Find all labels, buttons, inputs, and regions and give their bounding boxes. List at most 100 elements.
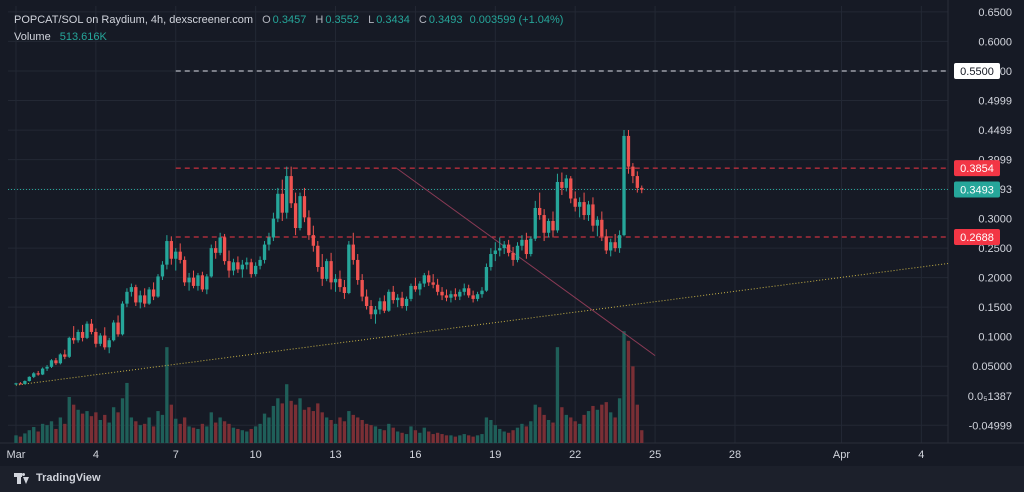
candle-body bbox=[253, 265, 258, 275]
volume-row: Volume 513.616K bbox=[14, 29, 563, 46]
candle-body bbox=[351, 244, 355, 260]
x-tick-label: Mar bbox=[7, 449, 26, 461]
candle-body bbox=[409, 285, 413, 299]
volume-bar bbox=[151, 426, 156, 443]
candle-body bbox=[249, 262, 253, 275]
volume-bar bbox=[205, 426, 209, 443]
price-chart[interactable]: 0.65000.60000.55000.49990.44990.39990.34… bbox=[0, 0, 1024, 466]
volume-bar bbox=[347, 411, 351, 443]
close-key: C bbox=[418, 14, 427, 26]
candle-body bbox=[324, 261, 329, 279]
candle-body bbox=[67, 337, 71, 357]
volume-bar bbox=[533, 404, 537, 443]
candle-body bbox=[471, 295, 475, 299]
volume-bar bbox=[524, 426, 529, 443]
candle-body bbox=[320, 267, 324, 279]
tradingview-brand: TradingView bbox=[36, 472, 101, 484]
candle-body bbox=[640, 187, 644, 190]
volume-bar bbox=[276, 398, 280, 443]
volume-bar bbox=[240, 430, 244, 443]
volume-bar bbox=[600, 404, 604, 443]
candle-body bbox=[422, 275, 426, 284]
volume-bar bbox=[160, 414, 165, 443]
candle-body bbox=[258, 259, 262, 266]
volume-bar bbox=[214, 422, 218, 443]
candle-body bbox=[506, 244, 511, 253]
volume-bar bbox=[573, 421, 577, 443]
volume-bar bbox=[293, 404, 298, 443]
candle-body bbox=[631, 166, 635, 177]
y-tick-label: 0.6500 bbox=[978, 7, 1012, 19]
volume-bar bbox=[529, 421, 533, 443]
volume-bar bbox=[400, 432, 404, 443]
x-tick-label: Apr bbox=[833, 449, 850, 461]
candle-body bbox=[205, 276, 209, 290]
candle-body bbox=[524, 239, 529, 255]
candle-body bbox=[289, 176, 293, 204]
volume-bar bbox=[302, 409, 307, 443]
volume-bar bbox=[498, 428, 502, 443]
volume-bar bbox=[289, 400, 293, 443]
volume-bar bbox=[76, 409, 80, 443]
volume-bar bbox=[471, 436, 475, 443]
volume-bar bbox=[613, 417, 617, 443]
price-label: 0.3854 bbox=[960, 163, 994, 175]
candle-body bbox=[134, 287, 138, 303]
candle-body bbox=[453, 294, 458, 297]
volume-bar bbox=[134, 421, 138, 443]
candle-body bbox=[49, 360, 54, 367]
volume-bar bbox=[413, 430, 418, 443]
volume-bar bbox=[373, 426, 378, 443]
volume-bar bbox=[116, 412, 120, 443]
price-label: 0.3493 bbox=[960, 184, 994, 196]
volume-bar bbox=[595, 409, 600, 443]
volume-bar bbox=[138, 425, 142, 443]
volume-value: 513.616K bbox=[59, 31, 107, 43]
candle-body bbox=[98, 335, 102, 344]
price-label-box bbox=[954, 229, 1000, 246]
candle-body bbox=[236, 262, 240, 270]
candle-body bbox=[94, 331, 98, 344]
volume-bar bbox=[262, 413, 267, 443]
volume-bar bbox=[431, 434, 435, 443]
volume-bar bbox=[462, 434, 466, 443]
candle-body bbox=[467, 288, 471, 296]
y-tick-label: 0.6000 bbox=[978, 36, 1012, 48]
candle-body bbox=[360, 280, 364, 297]
candle-body bbox=[400, 297, 404, 306]
candle-body bbox=[14, 383, 18, 385]
volume-bar bbox=[103, 414, 107, 443]
tradingview-logo[interactable]: TradingView bbox=[14, 472, 101, 484]
candle-body bbox=[484, 267, 489, 291]
candle-body bbox=[347, 244, 351, 294]
candle-body bbox=[356, 259, 360, 281]
volume-bar bbox=[169, 404, 173, 443]
candle-body bbox=[373, 309, 378, 315]
volume-bar bbox=[582, 414, 586, 443]
volume-bar bbox=[475, 435, 480, 443]
candle-body bbox=[511, 252, 515, 260]
candle-body bbox=[58, 354, 63, 364]
candle-body bbox=[227, 261, 231, 271]
x-tick-label: 16 bbox=[409, 449, 421, 461]
candle-body bbox=[182, 259, 187, 283]
candle-body bbox=[63, 354, 67, 357]
symbol-title: POPCAT/SOL on Raydium, 4h, dexscreener.c… bbox=[14, 14, 254, 26]
volume-bar bbox=[271, 405, 276, 443]
volume-bar bbox=[187, 426, 191, 443]
candle-body bbox=[413, 285, 418, 290]
x-tick-label: 13 bbox=[329, 449, 341, 461]
candle-body bbox=[613, 242, 617, 249]
candle-body bbox=[214, 248, 218, 253]
volume-bar bbox=[555, 347, 560, 443]
volume-bar bbox=[378, 428, 382, 443]
volume-bar bbox=[449, 435, 453, 443]
volume-bar bbox=[298, 398, 302, 443]
volume-bar bbox=[551, 422, 555, 443]
candle-body bbox=[147, 289, 151, 304]
candle-body bbox=[72, 337, 76, 341]
volume-bar bbox=[511, 430, 515, 443]
candle-body bbox=[169, 241, 173, 259]
volume-bar bbox=[174, 418, 178, 443]
